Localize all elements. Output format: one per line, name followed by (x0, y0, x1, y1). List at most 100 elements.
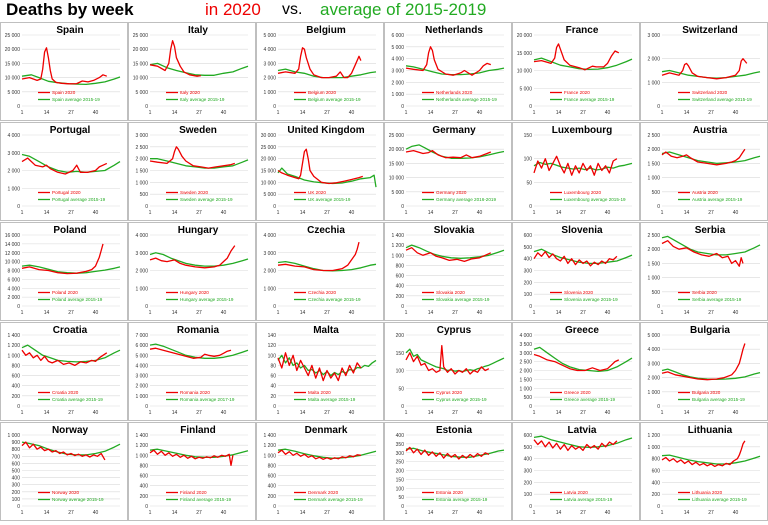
x-tick-label: 14 (44, 310, 50, 316)
y-tick-label: 5 000 (7, 90, 20, 96)
y-tick-label: 100 (524, 157, 533, 163)
x-tick-label: 27 (324, 510, 330, 516)
x-tick-label: 27 (452, 210, 458, 216)
y-tick-label: 10 000 (261, 180, 277, 186)
y-tick-label: 1 000 (135, 394, 148, 400)
y-tick-label: 0 (529, 204, 532, 210)
page-title: Deaths by week (6, 0, 134, 19)
legend-label: Malta 2020 (308, 390, 331, 395)
legend-label: Hungary 2020 (180, 290, 209, 295)
y-tick-label: 1 000 (647, 445, 660, 451)
legend-label: Switzerland 2020 (692, 90, 728, 95)
chart-united-kingdom: 0 5 000 10 000 15 000 20 000 25 000 30 000 1 14 2… (256, 122, 384, 221)
title-current-year: in 2020 (205, 0, 261, 19)
series-line-2020 (21, 243, 104, 275)
y-tick-label: 0 (17, 204, 20, 210)
y-tick-label: 2 000 (7, 169, 20, 175)
y-tick-label: 100 (12, 497, 21, 503)
y-tick-label: 25 000 (5, 33, 21, 39)
y-tick-label: 14 000 (5, 242, 21, 248)
chart-belgium: 0 1 000 2 000 3 000 4 000 5 000 1 14 27 40 Belgium… (256, 22, 384, 121)
y-tick-label: 1 000 (7, 353, 20, 359)
legend-label: Spain average 2015-19 (52, 97, 100, 102)
chart-svg: 0 2 000 4 000 6 000 8 000 10 000 12 000 14 000 1… (0, 222, 128, 321)
chart-frame (512, 422, 640, 521)
x-tick-label: 40 (221, 410, 227, 416)
chart-frame (0, 22, 128, 121)
y-tick-label: 1 000 (519, 386, 532, 392)
series-line-2020 (661, 148, 746, 166)
x-tick-label: 1 (149, 310, 152, 316)
legend-label: Netherlands average 2015-19 (436, 97, 497, 102)
x-tick-label: 40 (349, 110, 355, 116)
y-tick-label: 500 (524, 445, 533, 451)
legend-label: Czechia average 2015-19 (308, 297, 361, 302)
x-tick-label: 1 (277, 310, 280, 316)
x-tick-label: 14 (684, 110, 690, 116)
y-tick-label: 50 (398, 495, 404, 501)
y-tick-label: 400 (12, 384, 21, 390)
x-tick-label: 14 (172, 410, 178, 416)
chart-italy: 0 5 000 10 000 15 000 20 000 25 000 1 14 27 40 Ita… (128, 22, 256, 121)
series-line-average (150, 158, 249, 169)
legend-label: Austria 2020 (692, 190, 718, 195)
y-tick-label: 25 000 (261, 145, 277, 151)
y-tick-label: 2 000 (519, 369, 532, 375)
y-tick-label: 80 (270, 363, 276, 369)
series-line-2020 (277, 352, 362, 382)
chart-title: Hungary (178, 225, 219, 236)
y-tick-label: 3 000 (647, 361, 660, 367)
y-tick-label: 3 000 (519, 351, 532, 357)
legend-label: Sweden 2020 (180, 190, 209, 195)
y-tick-label: 1 000 (647, 80, 660, 86)
series-line-2020 (533, 43, 620, 71)
series-line-average (405, 144, 505, 159)
y-tick-label: 5 000 (263, 33, 276, 39)
y-tick-label: 200 (12, 490, 21, 496)
series-line-2020 (277, 47, 362, 79)
y-tick-label: 0 (17, 404, 20, 410)
series-line-2020 (533, 155, 618, 176)
y-tick-label: 5 000 (263, 192, 276, 198)
chart-frame (128, 122, 256, 221)
chart-svg: 0 5 000 10 000 15 000 20 000 25 000 1 14 27 40 Ger… (384, 122, 512, 221)
legend-label: Austria average 2015-19 (692, 197, 743, 202)
x-tick-label: 27 (452, 310, 458, 316)
y-tick-label: 0 (529, 404, 532, 410)
y-tick-label: 8 000 (7, 269, 20, 275)
y-tick-label: 5 000 (391, 190, 404, 196)
y-tick-label: 15 000 (261, 169, 277, 175)
y-tick-label: 4 000 (391, 57, 404, 63)
y-tick-label: 2 500 (647, 133, 660, 139)
y-tick-label: 3 500 (519, 342, 532, 348)
x-tick-label: 27 (68, 210, 74, 216)
x-tick-label: 40 (477, 410, 483, 416)
y-tick-label: 200 (12, 394, 21, 400)
y-tick-label: 0 (401, 304, 404, 310)
series-line-average (149, 252, 249, 267)
x-tick-label: 1 (149, 410, 152, 416)
chart-portugal: 0 1 000 2 000 3 000 4 000 1 14 27 40 Portugal Port… (0, 122, 128, 221)
series-line-average (21, 344, 121, 363)
legend-label: Cyprus average 2015-19 (436, 397, 487, 402)
y-tick-label: 3 000 (391, 69, 404, 75)
x-tick-label: 27 (580, 210, 586, 216)
y-tick-label: 20 000 (133, 47, 149, 53)
series-line-2020 (533, 439, 618, 452)
series-line-2020 (21, 349, 108, 367)
chart-svg: 0 500 1 000 1 500 2 000 2 500 1 14 27 40 Austria Au… (640, 122, 768, 221)
y-tick-label: 20 000 (261, 157, 277, 163)
series-line-average (277, 448, 377, 459)
legend-label: Greece 2020 (564, 390, 591, 395)
x-tick-label: 1 (277, 510, 280, 516)
y-tick-label: 1 000 (263, 453, 276, 459)
x-tick-label: 14 (172, 510, 178, 516)
y-tick-label: 50 (526, 180, 532, 186)
series-line-2020 (533, 250, 618, 267)
x-tick-label: 1 (277, 210, 280, 216)
y-tick-label: 800 (140, 463, 149, 469)
y-tick-label: 3 000 (135, 251, 148, 257)
series-line-2020 (405, 247, 492, 263)
y-tick-label: 4 000 (263, 47, 276, 53)
